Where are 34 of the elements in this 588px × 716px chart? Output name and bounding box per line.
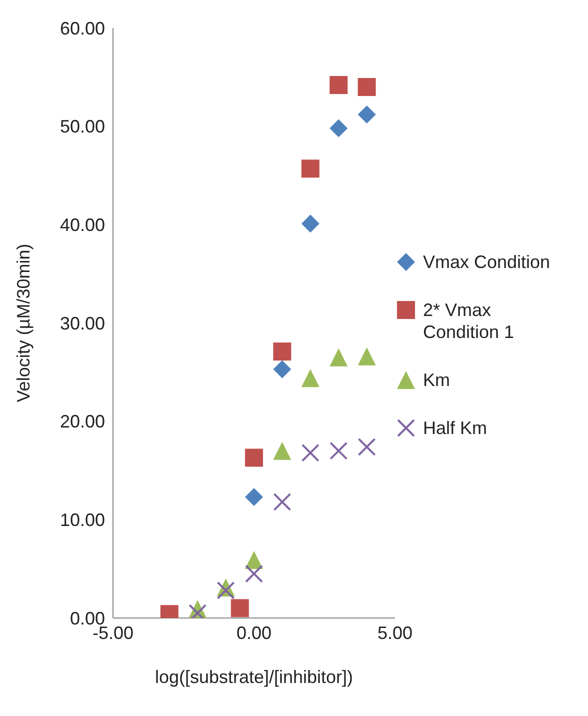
point xyxy=(273,442,292,460)
point xyxy=(330,442,348,460)
point xyxy=(245,488,263,506)
point xyxy=(301,214,320,233)
x-tick-label: 5.00 xyxy=(377,622,413,643)
legend-label: 2* Vmax Condition 1 xyxy=(423,299,516,343)
y-tick-label: 50.00 xyxy=(60,116,105,137)
y-tick-label: 60.00 xyxy=(60,18,105,38)
x-axis-title: log([substrate]/[inhibitor]) xyxy=(154,667,354,687)
point xyxy=(330,119,348,138)
point xyxy=(358,438,376,456)
y-axis-title: Velocity (µM/30min) xyxy=(13,244,34,402)
point xyxy=(273,492,292,511)
point xyxy=(245,564,263,583)
y-tick-label: 20.00 xyxy=(60,412,105,432)
legend-label: Vmax Condition xyxy=(423,251,550,273)
point xyxy=(301,160,320,178)
point xyxy=(273,342,292,361)
y-tick-label: 40.00 xyxy=(60,215,105,236)
point xyxy=(230,599,249,618)
point xyxy=(358,347,376,366)
y-tick-label: 10.00 xyxy=(60,510,105,530)
point xyxy=(358,106,376,124)
point xyxy=(301,444,320,462)
point xyxy=(330,76,348,94)
point xyxy=(301,369,320,388)
x-tick-label: 0.00 xyxy=(236,622,272,643)
legend-label: Half Km xyxy=(423,417,488,439)
point xyxy=(330,348,348,366)
point xyxy=(358,78,376,96)
point xyxy=(273,360,292,378)
y-tick-label: 30.00 xyxy=(60,313,105,334)
legend-label: Km xyxy=(423,369,450,391)
point xyxy=(245,448,263,467)
